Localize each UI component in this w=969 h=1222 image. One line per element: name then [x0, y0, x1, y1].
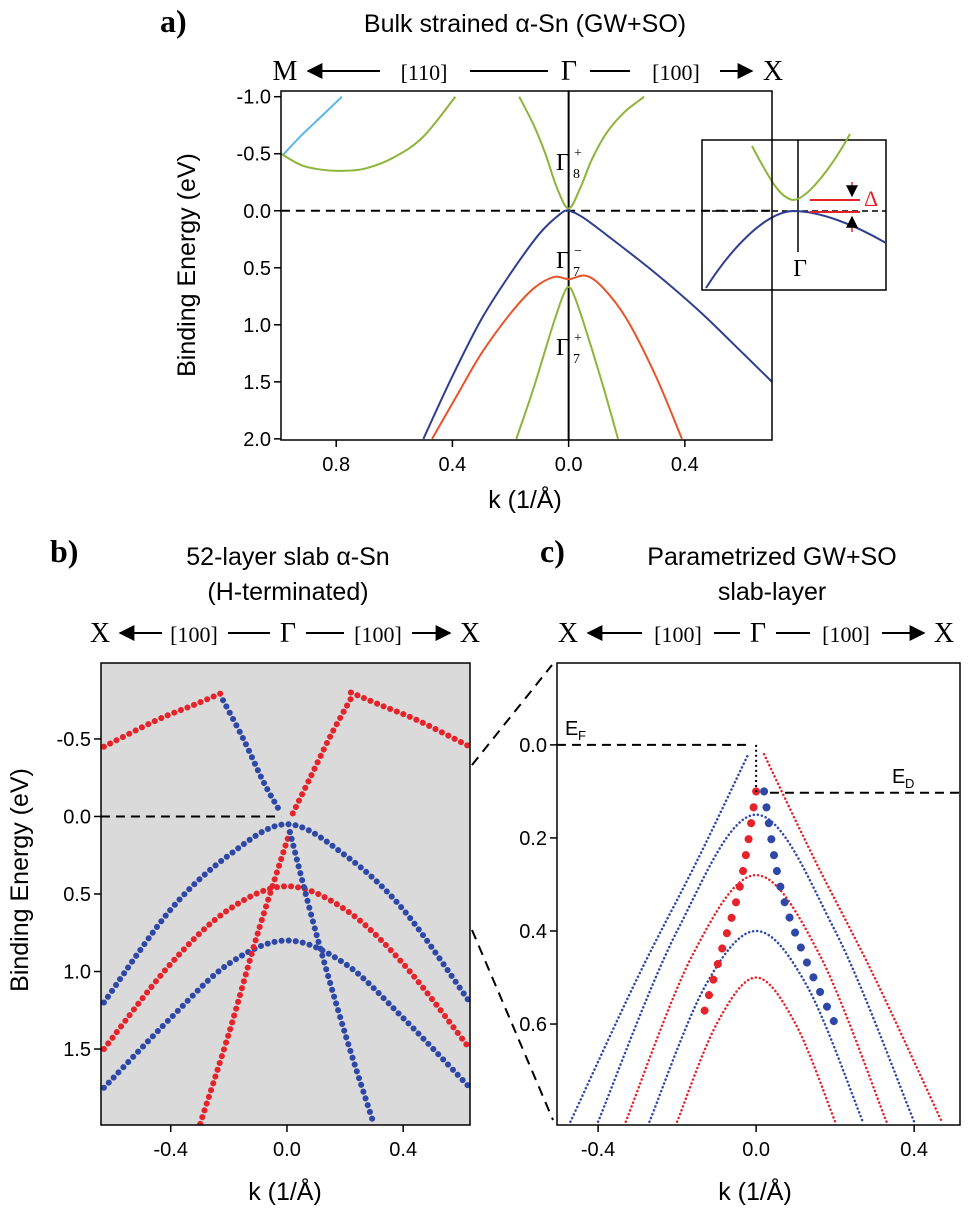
direction: X	[763, 56, 783, 87]
symbol: Γ	[556, 150, 570, 176]
direction: X	[90, 618, 110, 649]
y-tick-label: 0.5	[243, 258, 271, 280]
y-tick-label: 0.0	[519, 735, 547, 757]
band-line	[347, 689, 470, 750]
y-tick-label: 1.5	[243, 372, 271, 394]
band-line	[518, 95, 645, 210]
x-tick-label: 0.0	[555, 454, 583, 476]
superscript: +	[574, 146, 582, 161]
y-tick-label: 0.0	[63, 806, 91, 828]
band-line	[282, 95, 343, 156]
x-tick-label: 0.4	[900, 1139, 928, 1161]
band-line	[762, 752, 944, 1123]
title: Parametrized GW+SO	[647, 543, 896, 571]
subscript: 7	[573, 265, 580, 280]
y-tick-label: 1.0	[243, 315, 271, 337]
x-tick-label: 0.8	[322, 454, 350, 476]
band-line	[286, 828, 378, 1125]
x-label: k (1/Å)	[718, 1176, 792, 1206]
band-line	[101, 821, 470, 1006]
band-line	[196, 828, 293, 1125]
direction: Γ	[280, 618, 296, 649]
y-tick-label: 0.5	[63, 884, 91, 906]
direction: X	[558, 618, 578, 649]
annotation: E	[565, 718, 578, 740]
band-line	[422, 209, 772, 440]
y-tick-label: 0.6	[519, 1014, 547, 1036]
x-tick-label: 0.4	[671, 454, 699, 476]
band-line	[515, 286, 619, 440]
panel-label: b)	[50, 533, 78, 569]
direction: [100]	[652, 60, 700, 85]
band-line	[696, 787, 761, 1029]
y-tick-label: 0.2	[519, 828, 547, 850]
band-line	[101, 883, 470, 1053]
direction: [110]	[401, 60, 448, 85]
x-label: k (1/Å)	[488, 484, 562, 514]
inset: Δ Γ	[701, 133, 887, 291]
subscript: 7	[573, 352, 580, 367]
panel-label: a)	[160, 3, 187, 39]
band-line	[289, 695, 354, 817]
x-tick-label: -0.4	[581, 1139, 615, 1161]
y-tick-label: 0.0	[243, 201, 271, 223]
zoom-lines	[471, 664, 554, 1121]
y-tick-label: -0.5	[237, 144, 271, 166]
title: slab-layer	[718, 578, 826, 606]
x-tick-label: 0.4	[439, 454, 467, 476]
direction: [100]	[354, 622, 402, 647]
direction: [100]	[822, 622, 870, 647]
band-line	[624, 873, 888, 1123]
plot-frame	[556, 662, 961, 1126]
symbol: Γ	[556, 248, 570, 274]
band-line	[569, 752, 750, 1123]
y-label: Binding Energy (eV)	[173, 153, 201, 377]
band-line	[101, 689, 227, 750]
title: Bulk strained α-Sn (GW+SO)	[364, 10, 686, 38]
direction: Γ	[561, 56, 577, 87]
y-label: Binding Energy (eV)	[6, 768, 34, 992]
annotation: E	[892, 766, 905, 788]
y-tick-label: 1.5	[63, 1039, 91, 1061]
superscript: −	[574, 244, 582, 259]
x-tick-label: 0.0	[273, 1139, 301, 1161]
x-label: k (1/Å)	[248, 1176, 322, 1206]
x-tick-label: 0.4	[389, 1139, 417, 1161]
band-line	[648, 929, 865, 1123]
band-line	[220, 697, 285, 817]
direction: X	[934, 618, 954, 649]
y-tick-label: -0.5	[57, 729, 91, 751]
inset-label: Γ	[793, 256, 807, 282]
band-line	[431, 274, 683, 440]
subscript: 8	[573, 167, 580, 182]
panel-label: c)	[540, 533, 565, 569]
y-tick-label: 0.4	[519, 921, 547, 943]
direction: [100]	[654, 622, 702, 647]
x-tick-label: -0.4	[153, 1139, 187, 1161]
inset-label: Δ	[864, 186, 878, 211]
plot-background	[101, 663, 470, 1125]
direction: M	[273, 56, 298, 87]
band-line	[760, 787, 840, 1029]
annotation: Γ 8 + Γ 7 − Γ 7 +	[556, 146, 582, 367]
y-tick-label: 1.0	[63, 962, 91, 984]
superscript: +	[574, 331, 582, 346]
x-tick-label: 0.0	[742, 1139, 770, 1161]
band-line	[101, 937, 470, 1091]
band-line	[596, 813, 916, 1123]
direction: X	[460, 618, 480, 649]
subscript: F	[578, 728, 586, 743]
title: (H-terminated)	[207, 578, 368, 606]
subscript: D	[905, 776, 914, 791]
direction: [100]	[170, 622, 218, 647]
plot-frame	[280, 90, 773, 441]
y-tick-label: -1.0	[237, 87, 271, 109]
direction: Γ	[750, 618, 766, 649]
y-tick-label: 2.0	[243, 429, 271, 451]
title: 52-layer slab α-Sn	[186, 543, 389, 571]
band-line	[281, 96, 457, 172]
band-line	[675, 976, 837, 1123]
symbol: Γ	[556, 335, 570, 361]
